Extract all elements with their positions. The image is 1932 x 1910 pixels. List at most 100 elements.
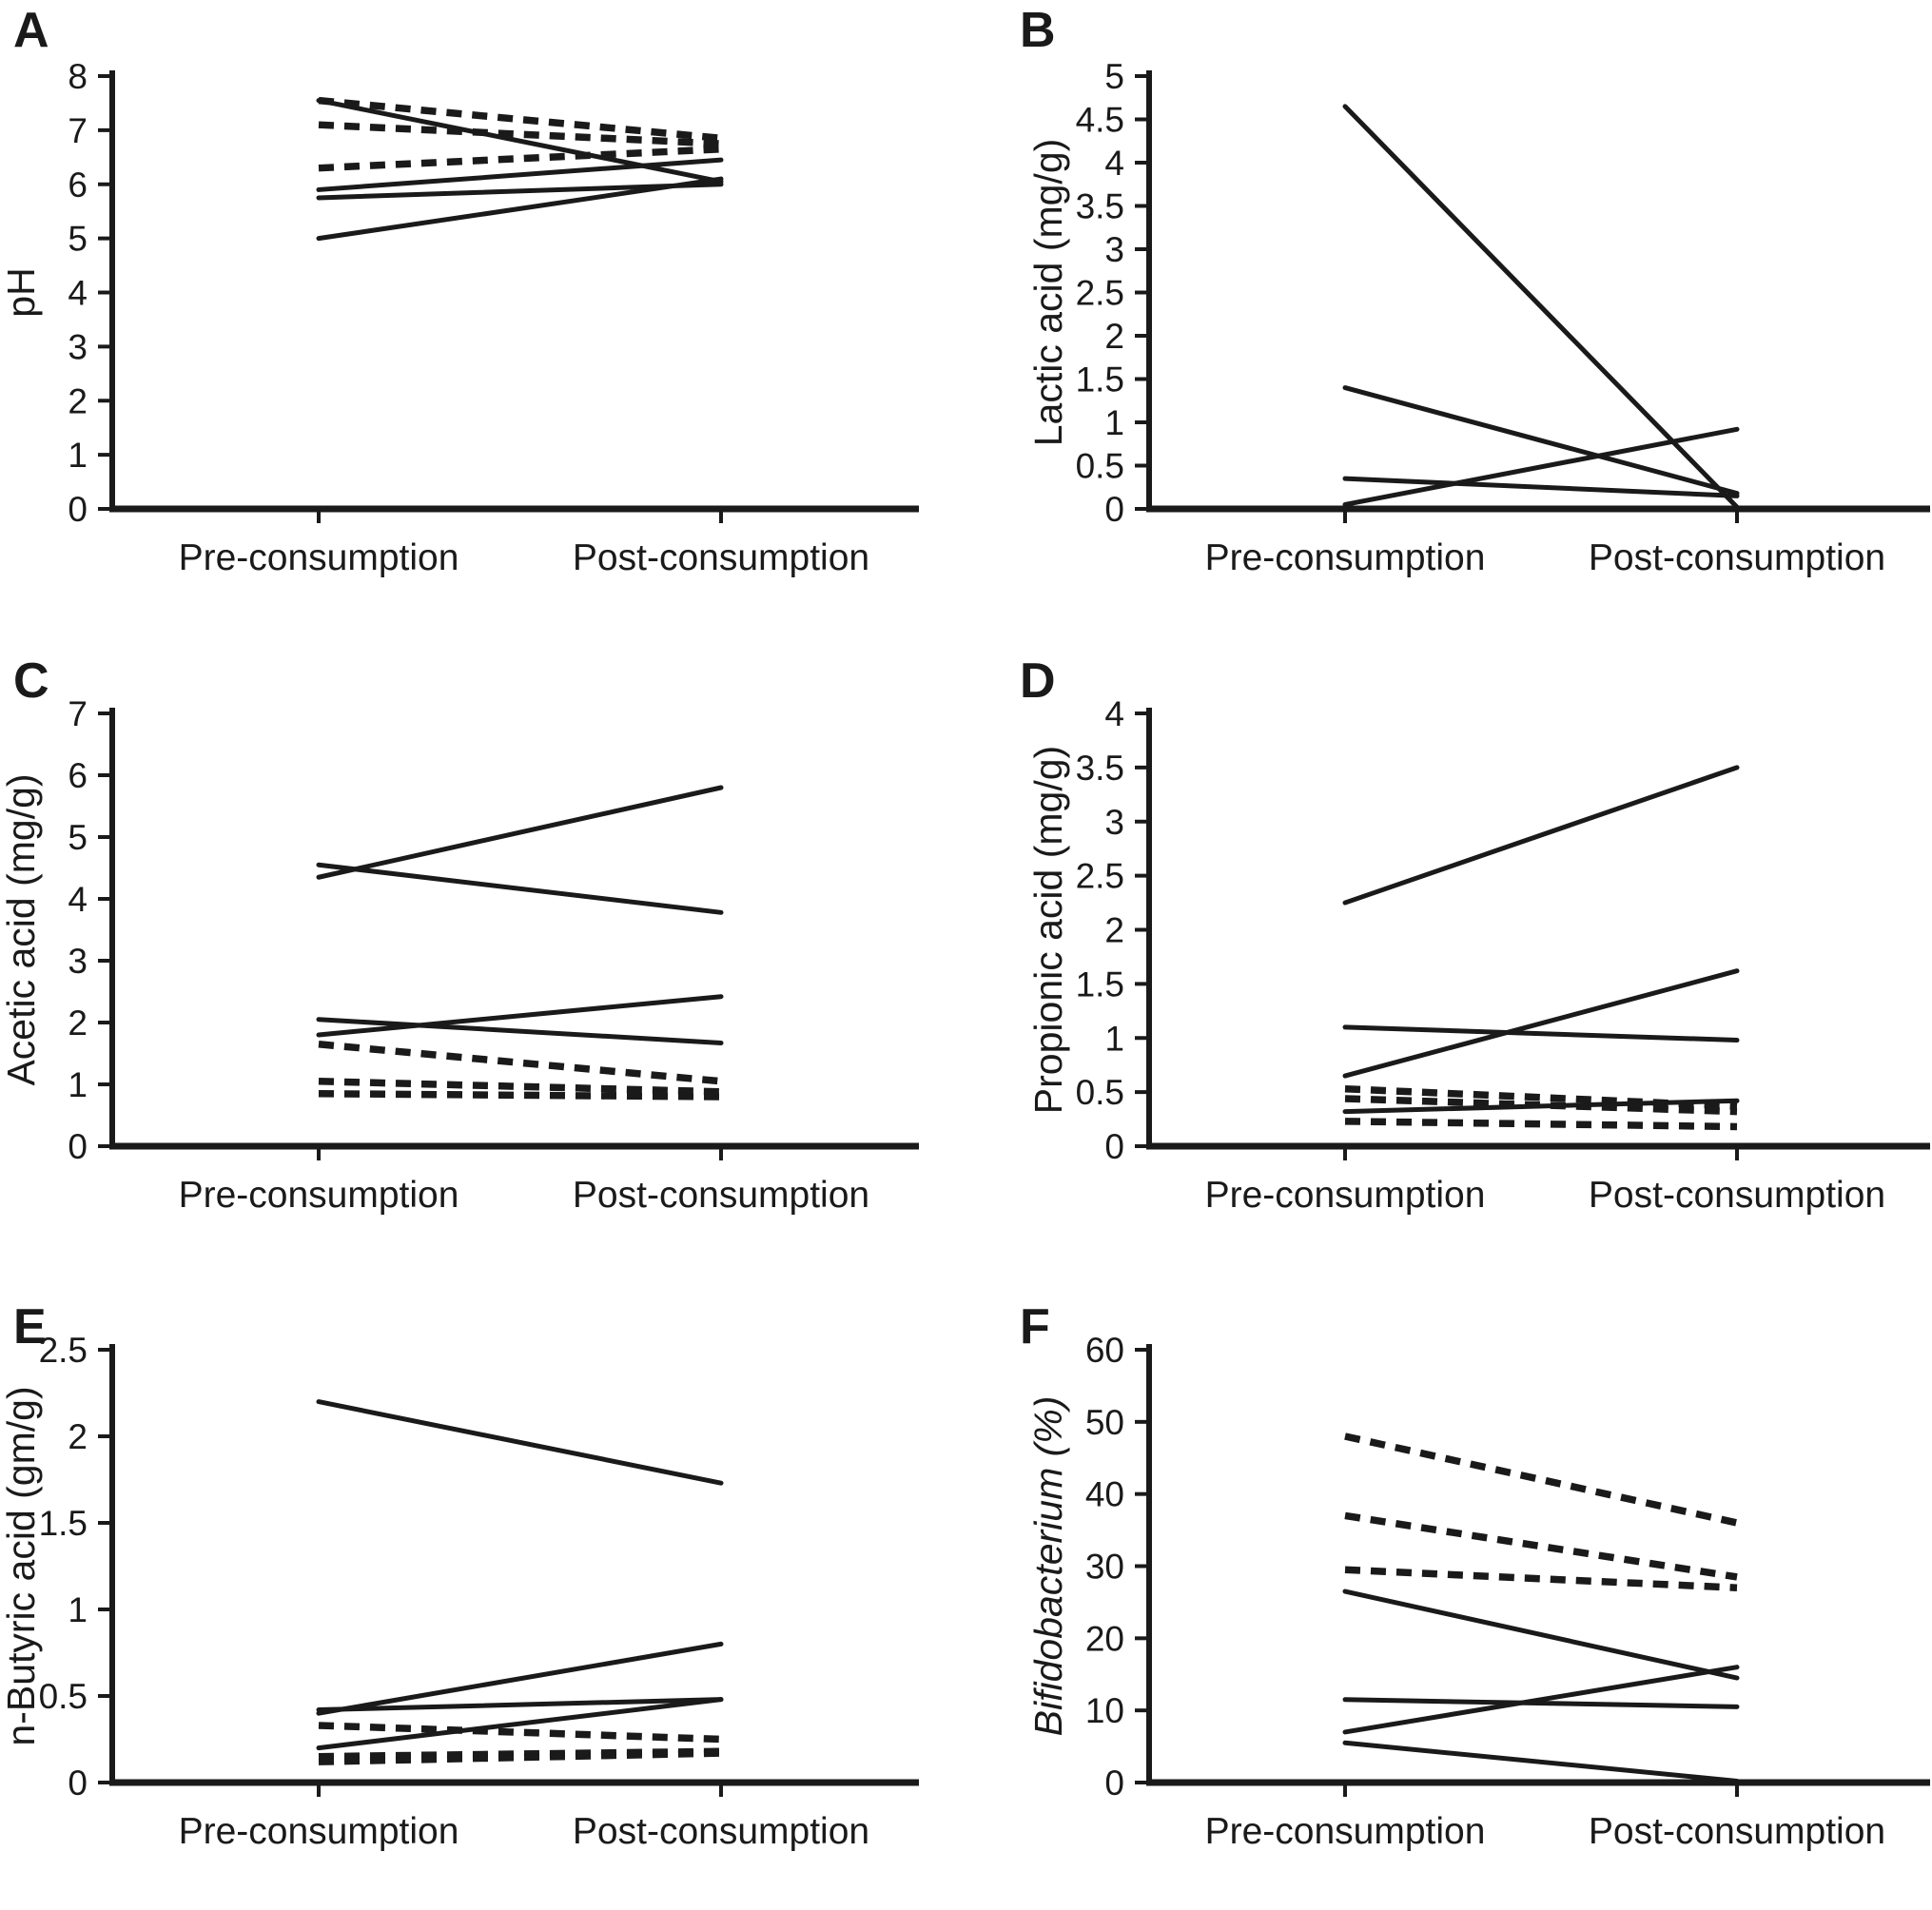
y-tick-label: 0 [1104, 1764, 1124, 1803]
y-axis-title: Acetic acid (mg/g) [0, 773, 43, 1085]
y-tick-label: 7 [68, 694, 88, 733]
y-tick-label: 60 [1085, 1331, 1124, 1370]
y-axis-title: Propionic acid (mg/g) [1026, 746, 1070, 1114]
panel-letter-b: B [1020, 3, 1056, 58]
subject-line-solid [316, 157, 724, 192]
subject-line-solid [1342, 385, 1740, 497]
subject-line-dashed [1344, 1095, 1738, 1116]
y-tick-label: 0.5 [1076, 1073, 1124, 1112]
y-tick-label: 3 [1104, 803, 1124, 842]
y-tick-label: 1 [1104, 403, 1124, 442]
x-category-label: Post-consumption [1589, 1175, 1885, 1216]
y-tick-label: 3 [1104, 230, 1124, 269]
y-axis-title: Bifidobacterium (%) [1026, 1396, 1070, 1737]
subject-line-solid [1342, 1024, 1740, 1043]
y-tick-label: 3.5 [1076, 187, 1124, 226]
subject-line-solid [316, 98, 724, 185]
subject-line-solid [1342, 1665, 1740, 1735]
subject-line-solid [1342, 426, 1740, 507]
panel-letter-a: A [13, 3, 49, 58]
y-tick-label: 6 [68, 166, 88, 205]
y-tick-label: 0 [1104, 1127, 1124, 1166]
subject-line-dashed [1344, 1511, 1738, 1581]
subject-line-solid [1342, 1098, 1740, 1115]
subject-line-solid [316, 862, 724, 915]
y-tick-label: 1 [1104, 1019, 1124, 1058]
y-tick-label: 0 [68, 1127, 88, 1166]
subject-line-solid [316, 1017, 724, 1045]
y-tick-label: 2 [1104, 317, 1124, 356]
y-tick-label: 5 [68, 818, 88, 857]
y-tick-label: 1.5 [39, 1504, 88, 1543]
subject-line-dashed [318, 96, 722, 143]
y-tick-label: 0.5 [1076, 447, 1124, 486]
y-tick-label: 2 [68, 381, 88, 420]
y-tick-label: 0 [1104, 490, 1124, 529]
y-tick-label: 5 [68, 220, 88, 259]
panel-f-bifidobacterium: F 60 50 40 30 20 10 0 Pre-consumption Post-consu… [966, 1274, 1932, 1910]
y-tick-label: 0 [68, 1764, 88, 1803]
y-tick-label: 8 [68, 57, 88, 96]
y-tick-label: 1.5 [1076, 965, 1124, 1004]
x-category-label: Pre-consumption [179, 1175, 459, 1216]
y-tick-label: 3.5 [1076, 749, 1124, 788]
y-axis-title: n-Butyric acid (gm/g) [0, 1386, 43, 1745]
chart-f-bifidobacterium-svg: 60 50 40 30 20 10 0 Pre-consumption Post-consump… [1026, 1331, 1930, 1852]
x-category-label: Pre-consumption [179, 1811, 459, 1852]
subject-line-solid [1342, 765, 1740, 906]
subject-line-dashed [318, 1041, 722, 1085]
subject-line-dashed [318, 1090, 722, 1101]
y-tick-label: 10 [1085, 1691, 1124, 1730]
y-tick-label: 1 [68, 436, 88, 475]
subject-line-dashed [1344, 1566, 1738, 1591]
y-tick-label: 0.5 [39, 1677, 88, 1716]
y-tick-label: 40 [1085, 1475, 1124, 1514]
y-tick-label: 3 [68, 327, 88, 366]
subject-line-solid [1342, 104, 1740, 510]
y-tick-label: 1 [68, 1065, 88, 1104]
x-category-label: Post-consumption [573, 537, 869, 578]
y-tick-label: 5 [1104, 57, 1124, 96]
x-category-label: Post-consumption [573, 1811, 869, 1852]
y-tick-label: 4 [1104, 694, 1124, 733]
panel-letter-d: D [1020, 653, 1056, 709]
x-category-label: Post-consumption [573, 1175, 869, 1216]
subject-line-dashed [318, 121, 722, 147]
y-tick-label: 4 [68, 274, 88, 313]
y-tick-label: 4.5 [1076, 101, 1124, 140]
panel-e-butyric-acid: E 2.5 2 1.5 1 0.5 0 Pre-consumption Post-consum… [0, 1274, 966, 1910]
panel-letter-c: C [13, 653, 49, 709]
subject-line-solid [1342, 1697, 1740, 1709]
subject-line-solid [316, 994, 724, 1038]
subject-line-solid [316, 1641, 724, 1716]
subject-line-dashed [1344, 1432, 1738, 1527]
y-tick-label: 2.5 [1076, 857, 1124, 896]
panel-letter-e: E [13, 1299, 47, 1355]
x-category-label: Post-consumption [1589, 1811, 1885, 1852]
y-tick-label: 2.5 [1076, 274, 1124, 313]
y-axis-title: pH [0, 267, 43, 317]
subject-line-dashed [318, 146, 722, 172]
panel-b-lactic-acid: B 5 4.5 4 3.5 3 2.5 2 1.5 1 0.5 0 Pre-consumption Po… [966, 0, 1932, 636]
y-axis-title: Lactic acid (mg/g) [1026, 139, 1070, 447]
subject-line-solid [1342, 968, 1740, 1079]
y-tick-label: 4 [1104, 144, 1124, 183]
x-category-label: Pre-consumption [1205, 537, 1486, 578]
y-tick-label: 2.5 [39, 1331, 88, 1370]
x-category-label: Pre-consumption [1205, 1175, 1486, 1216]
y-tick-label: 6 [68, 756, 88, 795]
panel-d-propionic-acid: D 4 3.5 3 2.5 2 1.5 1 0.5 0 Pre-consumption Post-c… [966, 637, 1932, 1274]
y-tick-label: 3 [68, 942, 88, 981]
panel-letter-f: F [1020, 1299, 1050, 1355]
y-tick-label: 1.5 [1076, 361, 1124, 400]
subject-line-solid [1342, 1588, 1740, 1681]
chart-e-butyric-acid-svg: 2.5 2 1.5 1 0.5 0 Pre-consumption Post-consumpt… [0, 1331, 919, 1852]
subject-line-dashed [318, 1749, 722, 1765]
y-tick-label: 0 [68, 490, 88, 529]
subject-line-solid [316, 1697, 724, 1713]
y-tick-label: 4 [68, 880, 88, 919]
y-tick-label: 30 [1085, 1548, 1124, 1587]
y-tick-label: 20 [1085, 1619, 1124, 1658]
x-category-label: Pre-consumption [179, 537, 459, 578]
chart-a-ph-svg: 8 7 6 5 4 3 2 1 0 Pre-consumption Post-consumption… [0, 57, 919, 578]
